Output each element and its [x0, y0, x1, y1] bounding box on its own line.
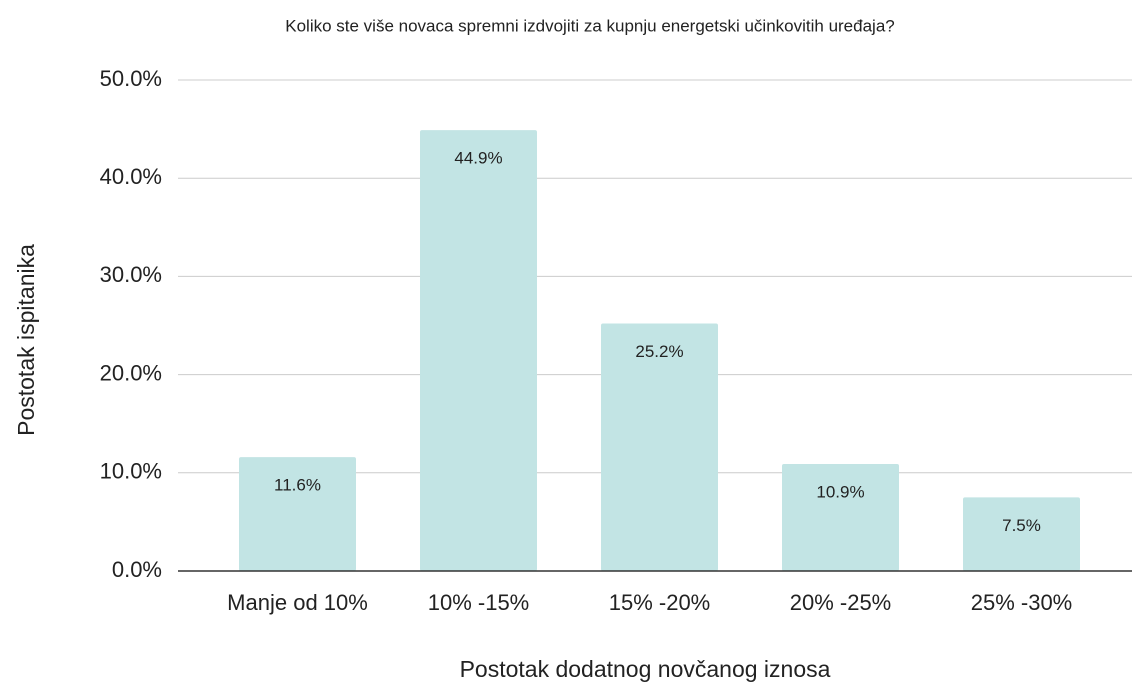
value-label: 25.2% — [635, 342, 683, 361]
y-axis-title: Postotak ispitanika — [13, 244, 39, 436]
value-label: 44.9% — [454, 149, 502, 168]
y-tick-label: 10.0% — [100, 459, 162, 484]
y-tick-label: 50.0% — [100, 66, 162, 91]
value-label: 7.5% — [1002, 516, 1041, 535]
y-tick-label: 30.0% — [100, 262, 162, 287]
bar — [963, 497, 1080, 571]
x-tick-label: 10% -15% — [428, 590, 530, 615]
value-label: 11.6% — [274, 476, 321, 495]
x-tick-label: Manje od 10% — [227, 590, 368, 615]
x-tick-label: 20% -25% — [790, 590, 892, 615]
bar — [782, 463, 899, 571]
x-tick-label: 15% -20% — [609, 590, 711, 615]
value-label: 10.9% — [816, 482, 864, 501]
x-tick-label: 25% -30% — [971, 590, 1073, 615]
bar — [420, 130, 537, 571]
x-axis-title: Postotak dodatnog novčanog iznosa — [460, 656, 831, 682]
y-tick-label: 20.0% — [100, 360, 162, 385]
y-tick-label: 0.0% — [112, 557, 162, 582]
y-tick-label: 40.0% — [100, 164, 162, 189]
bar — [239, 457, 356, 571]
bar — [601, 323, 718, 571]
chart-title: Koliko ste više novaca spremni izdvojiti… — [285, 16, 895, 35]
